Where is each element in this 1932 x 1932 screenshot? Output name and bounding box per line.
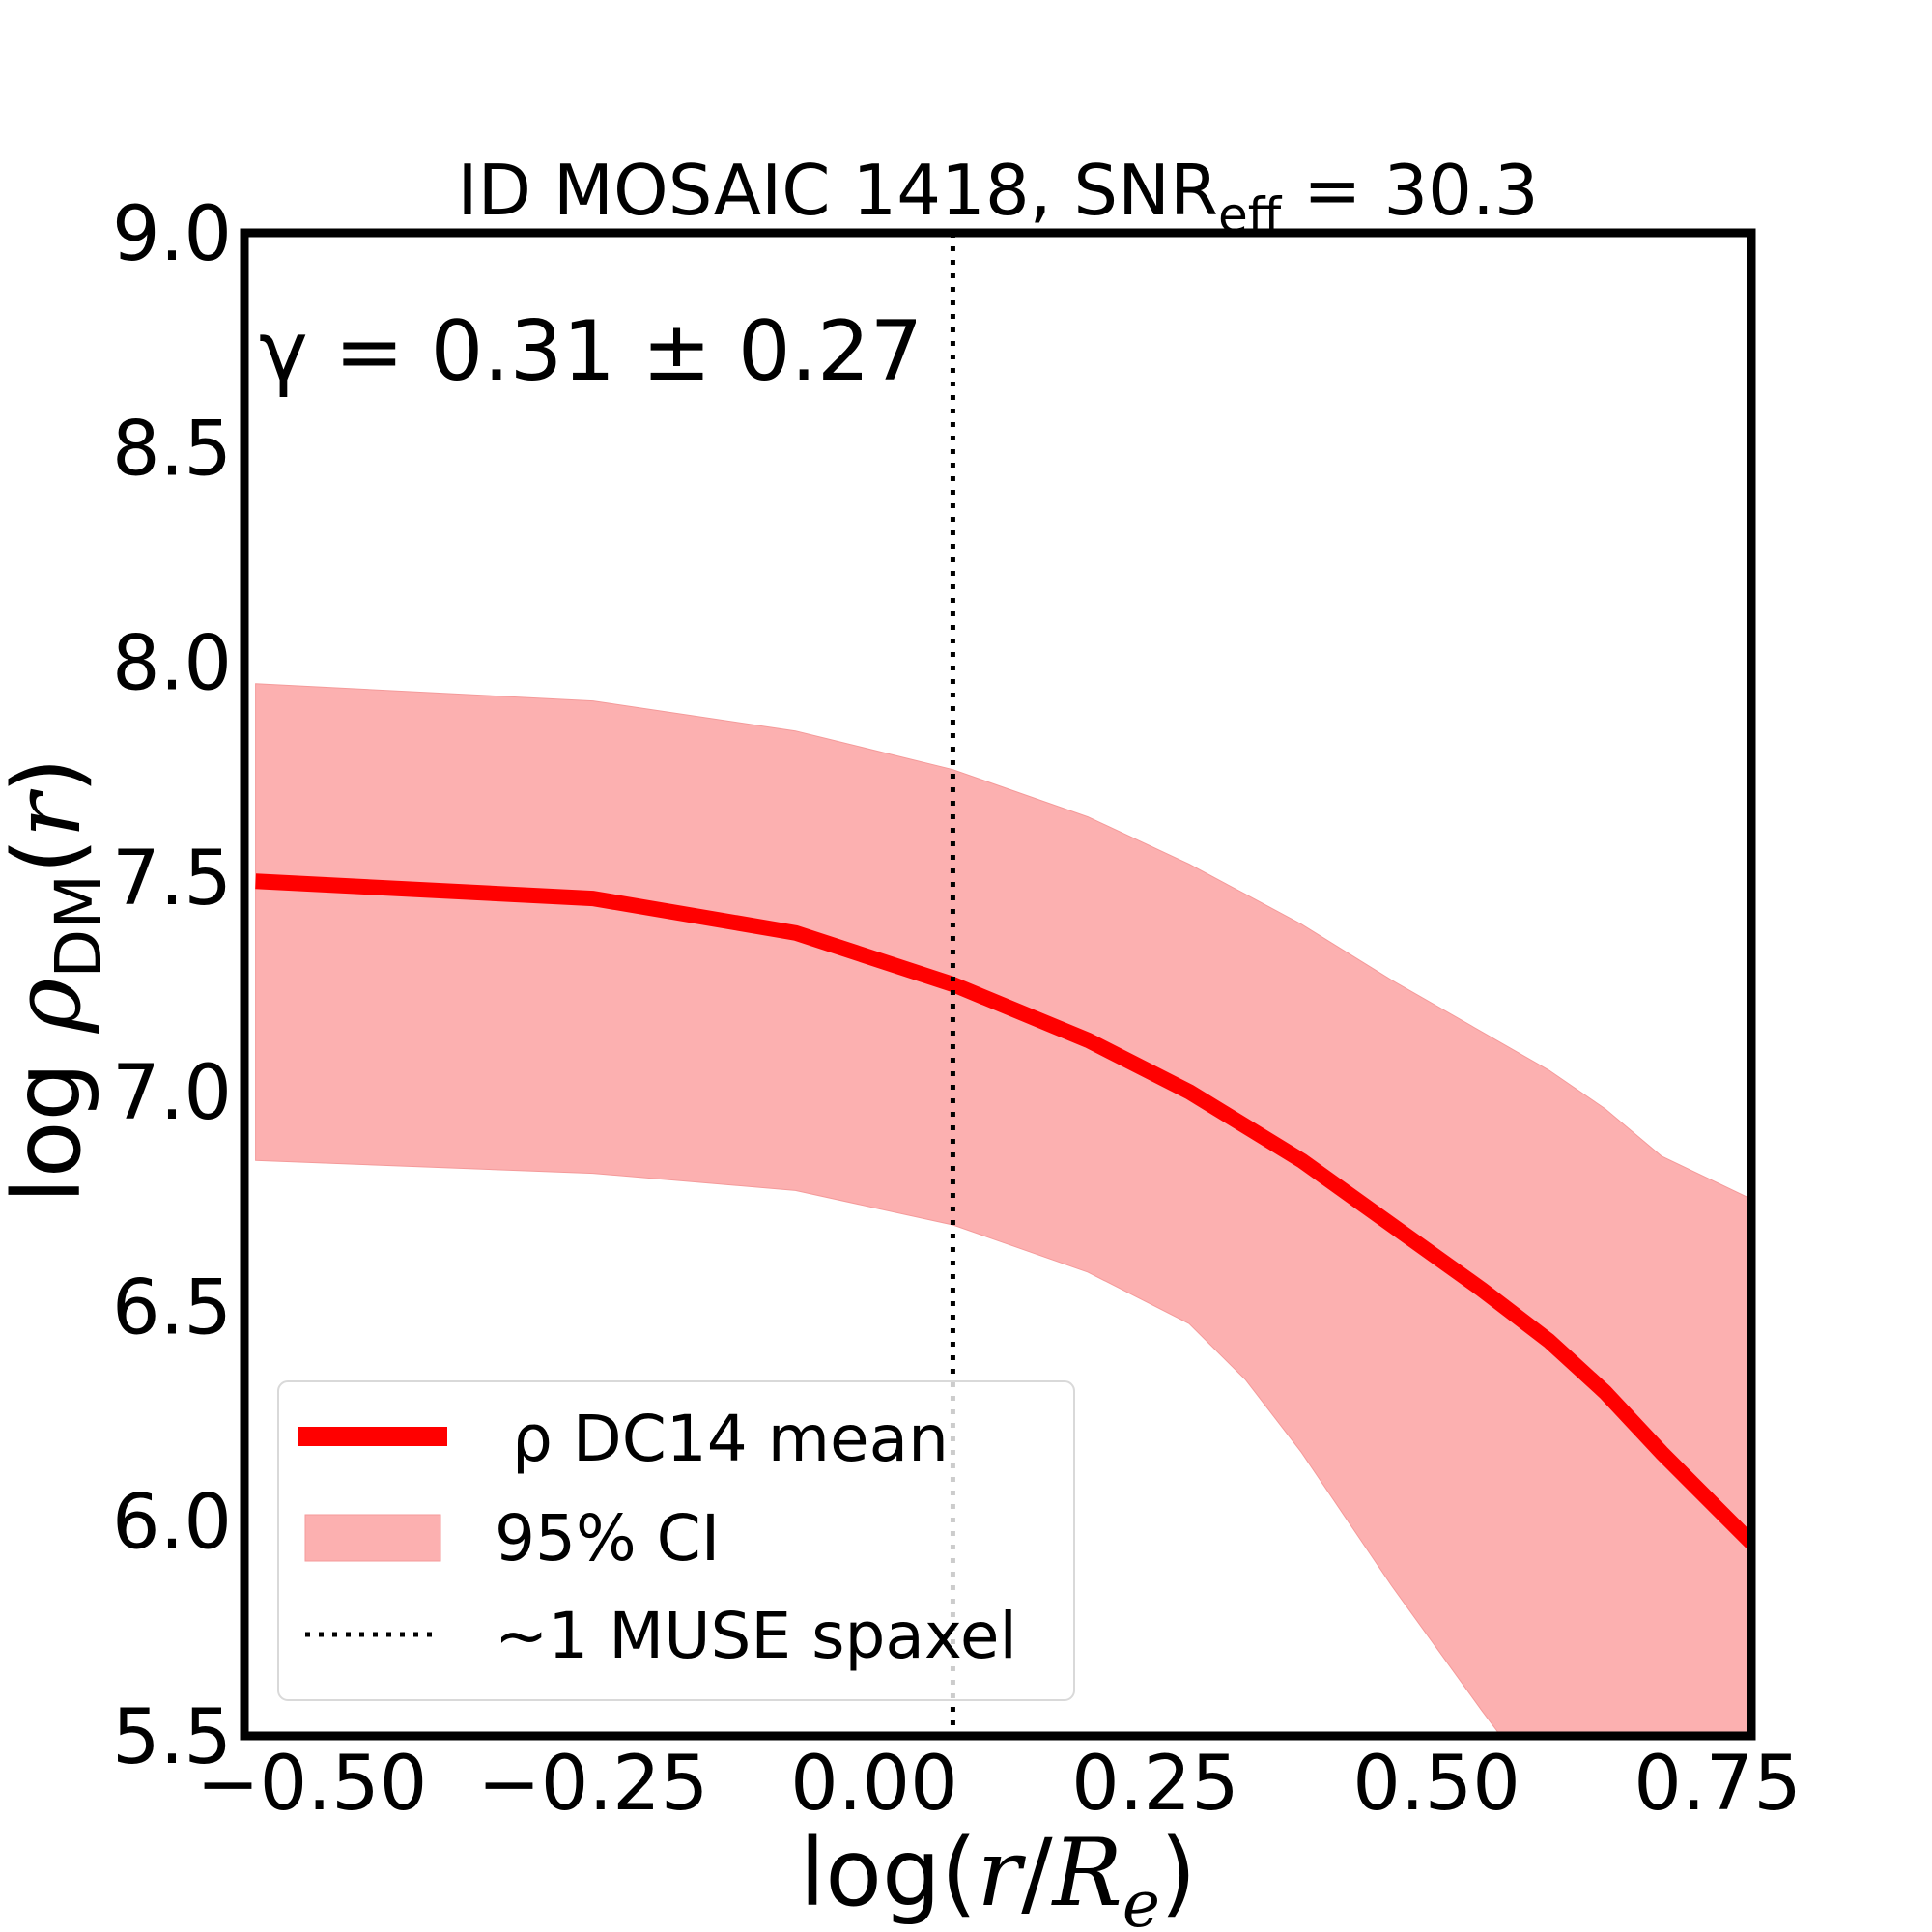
chart-title-main: ID MOSAIC 1418, SNR xyxy=(457,150,1218,231)
chart-title: ID MOSAIC 1418, SNReff = 30.3 xyxy=(457,150,1538,243)
chart-title-suffix: = 30.3 xyxy=(1281,150,1538,231)
legend-spaxel-label: ~1 MUSE spaxel xyxy=(495,1599,1017,1673)
x-axis-label: log(r/Re) xyxy=(800,1819,1197,1932)
legend-ci-label: 95% CI xyxy=(495,1501,720,1576)
y-axis-label-close: ) xyxy=(0,757,101,793)
y-tick-label: 7.5 xyxy=(112,836,232,923)
x-tick-label: −0.25 xyxy=(477,1741,708,1828)
y-tick-label: 6.0 xyxy=(112,1480,232,1567)
y-tick-label: 7.0 xyxy=(112,1050,232,1137)
y-tick-label: 6.5 xyxy=(112,1264,232,1351)
y-axis-ticks: 5.5 6.0 6.5 7.0 7.5 8.0 8.5 9.0 xyxy=(112,191,232,1781)
x-axis-label-var: r xyxy=(977,1819,1026,1927)
y-axis-label-sub: DM xyxy=(42,874,116,979)
legend-mean-label: ρ DC14 mean xyxy=(512,1402,949,1476)
y-axis-label-var2: r xyxy=(0,788,101,838)
y-tick-label: 9.0 xyxy=(112,191,232,278)
ci-band xyxy=(255,683,1751,1736)
y-tick-label: 8.0 xyxy=(112,621,232,708)
x-tick-label: 0.75 xyxy=(1634,1741,1802,1828)
legend: ρ DC14 mean 95% CI ~1 MUSE spaxel xyxy=(277,1380,1075,1701)
x-axis-label-suffix: ) xyxy=(1160,1819,1196,1927)
y-tick-label: 5.5 xyxy=(112,1694,232,1781)
x-axis-label-sub: e xyxy=(1122,1867,1160,1932)
y-axis-label-suffix: ( xyxy=(0,838,101,873)
x-axis-label-slash: / xyxy=(1021,1819,1053,1927)
x-tick-label: 0.50 xyxy=(1352,1741,1520,1828)
x-tick-label: 0.25 xyxy=(1071,1741,1239,1828)
x-axis-label-var2: R xyxy=(1051,1819,1122,1927)
y-axis-label-var: ρ xyxy=(0,979,101,1034)
y-tick-label: 8.5 xyxy=(112,406,232,493)
y-axis-label-prefix: log xyxy=(0,1033,101,1204)
x-axis-label-prefix: log( xyxy=(800,1819,978,1927)
axes-frame xyxy=(240,228,1756,1741)
x-tick-label: 0.00 xyxy=(790,1741,958,1828)
x-tick-label: −0.50 xyxy=(196,1741,427,1828)
gamma-annotation: γ = 0.31 ± 0.27 xyxy=(259,303,923,400)
legend-frame xyxy=(277,1380,1075,1701)
y-axis-label: log ρDM(r) xyxy=(0,757,116,1204)
x-axis-ticks: −0.50 −0.25 0.00 0.25 0.50 0.75 xyxy=(196,1741,1802,1828)
mean-line xyxy=(255,873,1751,1548)
legend-ci-swatch xyxy=(304,1514,441,1562)
plot-area xyxy=(255,233,1751,1736)
